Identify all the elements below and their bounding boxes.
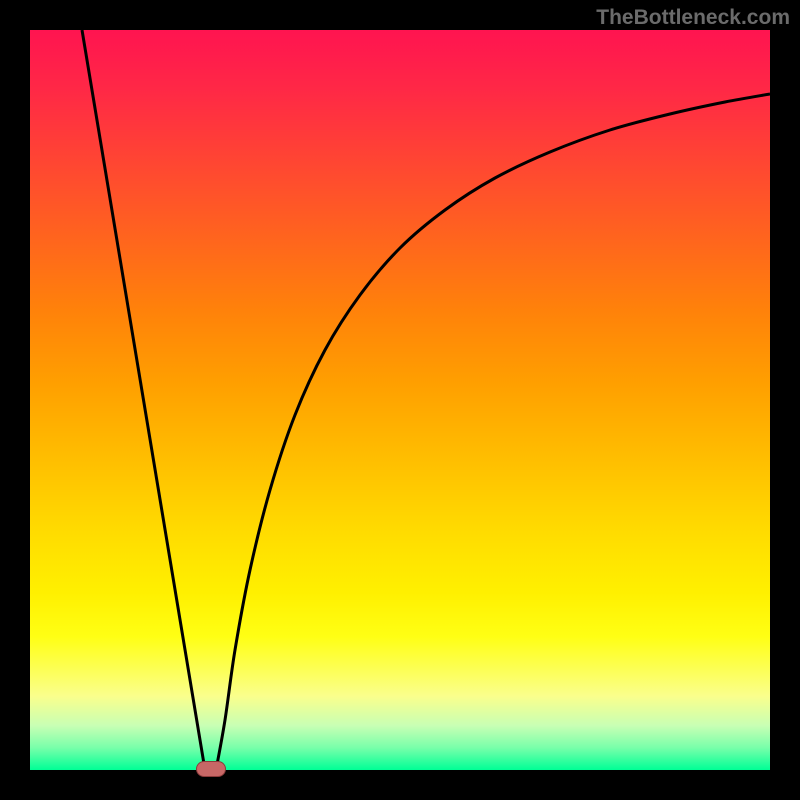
curve-right-segment <box>216 94 770 770</box>
curve-left-segment <box>82 30 205 770</box>
optimal-match-marker <box>196 761 226 777</box>
bottleneck-curve <box>30 30 770 770</box>
chart-container: TheBottleneck.com <box>0 0 800 800</box>
watermark-text: TheBottleneck.com <box>596 6 790 30</box>
plot-area <box>30 30 770 770</box>
